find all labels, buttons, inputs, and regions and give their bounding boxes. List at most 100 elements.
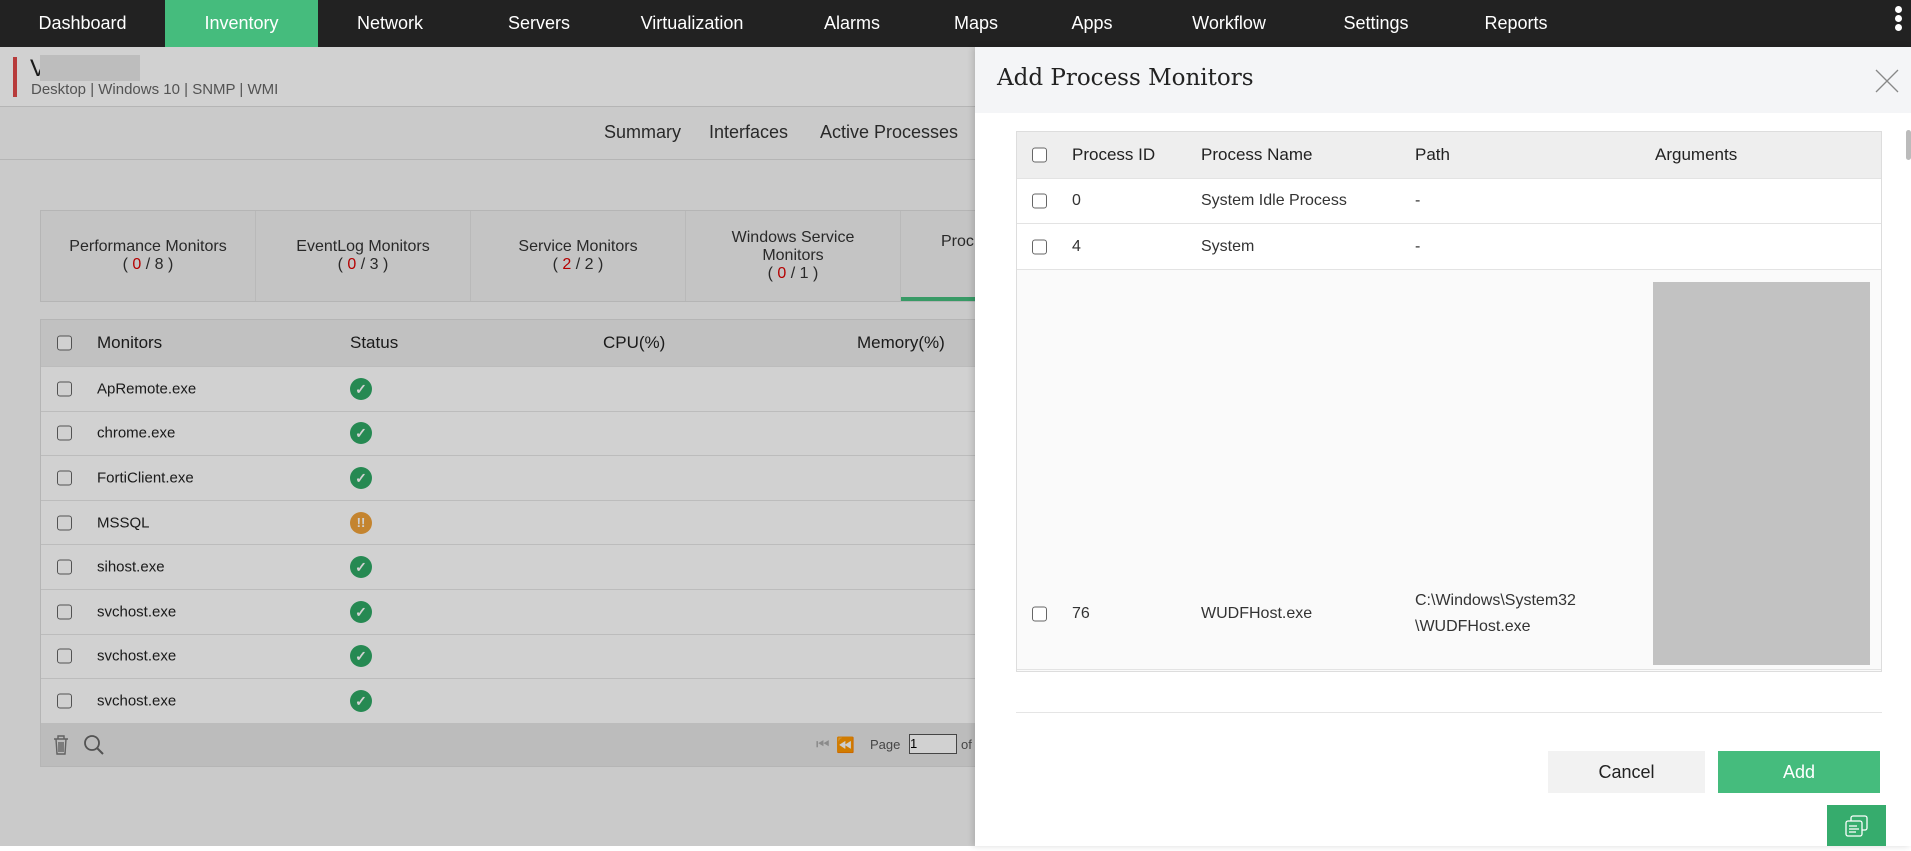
nav-apps[interactable]: Apps xyxy=(1071,13,1113,33)
process-row[interactable]: 76 WUDFHost.exe C:\Windows\System32\WUDF… xyxy=(1017,270,1881,670)
more-menu-icon[interactable] xyxy=(1895,6,1905,33)
row-checkbox[interactable] xyxy=(57,425,72,441)
monitor-tiles: Performance Monitors( 0 / 8 ) EventLog M… xyxy=(40,210,1116,302)
monitor-name[interactable]: MSSQL xyxy=(97,514,150,532)
process-path: - xyxy=(1415,237,1421,255)
col-arguments[interactable]: Arguments xyxy=(1655,145,1738,164)
tile-total: 8 xyxy=(154,256,164,273)
process-id: 76 xyxy=(1072,605,1090,622)
monitor-name[interactable]: chrome.exe xyxy=(97,424,176,442)
process-row[interactable]: 4 System - xyxy=(1017,224,1881,270)
first-page-icon[interactable]: ⏮ xyxy=(816,735,830,753)
panel-header: Add Process Monitors xyxy=(975,47,1911,113)
status-ok-icon: ✓ xyxy=(350,689,372,712)
table-row[interactable]: ApRemote.exe ✓ xyxy=(41,367,975,412)
tile-eventlog-monitors[interactable]: EventLog Monitors( 0 / 3 ) xyxy=(256,211,471,301)
nav-maps[interactable]: Maps xyxy=(953,13,998,33)
tile-bad-count: 2 xyxy=(562,256,572,273)
nav-servers[interactable]: Servers xyxy=(507,13,570,33)
close-icon[interactable] xyxy=(1873,67,1901,95)
status-ok-icon: ✓ xyxy=(350,556,372,579)
table-row[interactable]: MSSQL !! xyxy=(41,501,975,546)
nav-network[interactable]: Network xyxy=(356,13,423,33)
row-checkbox[interactable] xyxy=(1032,606,1047,622)
nav-alarms[interactable]: Alarms xyxy=(823,13,880,33)
search-icon[interactable] xyxy=(83,734,105,756)
status-ok-icon: ✓ xyxy=(350,600,372,623)
add-button[interactable]: Add xyxy=(1718,751,1880,793)
row-checkbox[interactable] xyxy=(57,470,72,486)
monitor-name[interactable]: svchost.exe xyxy=(97,647,177,665)
nav-reports[interactable]: Reports xyxy=(1484,13,1548,33)
tile-label: Performance Monitors xyxy=(69,238,227,255)
row-checkbox[interactable] xyxy=(1032,193,1047,209)
col-process-name[interactable]: Process Name xyxy=(1201,145,1313,164)
process-row[interactable]: 0 System Idle Process - xyxy=(1017,179,1881,224)
col-cpu[interactable]: CPU(%) xyxy=(603,333,666,352)
select-all-checkbox[interactable] xyxy=(57,335,72,351)
monitor-name[interactable]: ApRemote.exe xyxy=(97,380,197,398)
row-checkbox[interactable] xyxy=(57,381,72,397)
select-all-checkbox[interactable] xyxy=(1032,147,1047,163)
monitor-name[interactable]: FortiClient.exe xyxy=(97,469,194,487)
status-ok-icon: ✓ xyxy=(350,466,372,489)
col-path[interactable]: Path xyxy=(1415,145,1450,164)
table-row[interactable]: svchost.exe ✓ xyxy=(41,590,975,635)
table-row[interactable]: sihost.exe ✓ xyxy=(41,545,975,590)
add-process-monitors-panel: Add Process Monitors Process ID Process … xyxy=(975,47,1911,846)
modal-backdrop[interactable] xyxy=(0,47,975,846)
scrollbar[interactable] xyxy=(1906,130,1911,160)
page-input[interactable] xyxy=(909,733,957,754)
row-checkbox[interactable] xyxy=(57,648,72,664)
tile-performance-monitors[interactable]: Performance Monitors( 0 / 8 ) xyxy=(41,211,256,301)
status-ok-icon: ✓ xyxy=(350,645,372,668)
status-warning-icon: !! xyxy=(350,511,372,534)
tab-active-processes[interactable]: Active Processes xyxy=(820,122,959,142)
process-table-header: Process ID Process Name Path Arguments xyxy=(1017,132,1881,179)
monitor-name[interactable]: svchost.exe xyxy=(97,603,177,621)
tile-windows-service-monitors[interactable]: Windows Service Monitors( 0 / 1 ) xyxy=(686,211,901,301)
cancel-button[interactable]: Cancel xyxy=(1548,751,1705,793)
tile-bad-count: 0 xyxy=(132,256,142,273)
status-ok-icon: ✓ xyxy=(350,422,372,445)
row-checkbox[interactable] xyxy=(57,559,72,575)
row-checkbox[interactable] xyxy=(57,515,72,531)
tile-label: Proc xyxy=(941,233,974,250)
nav-workflow[interactable]: Workflow xyxy=(1192,13,1266,33)
monitor-name[interactable]: sihost.exe xyxy=(97,558,165,576)
col-memory[interactable]: Memory(%) xyxy=(857,333,945,352)
tile-total: 2 xyxy=(584,256,594,273)
page-of-label: of xyxy=(961,736,972,752)
process-name: WUDFHost.exe xyxy=(1201,605,1313,622)
nav-settings[interactable]: Settings xyxy=(1343,13,1409,33)
nav-inventory[interactable]: Inventory xyxy=(165,0,318,47)
col-process-id[interactable]: Process ID xyxy=(1072,145,1156,164)
table-row[interactable]: svchost.exe ✓ xyxy=(41,679,975,724)
row-checkbox[interactable] xyxy=(1032,239,1047,254)
col-status[interactable]: Status xyxy=(350,333,399,352)
monitor-name[interactable]: svchost.exe xyxy=(97,692,177,710)
prev-page-icon[interactable]: ⏪ xyxy=(836,736,855,754)
table-row[interactable]: FortiClient.exe ✓ xyxy=(41,456,975,501)
device-tags: Desktop | Windows 10 | SNMP | WMI xyxy=(31,81,279,98)
chat-icon xyxy=(1845,815,1868,837)
col-monitors[interactable]: Monitors xyxy=(97,333,163,352)
top-nav: Dashboard Inventory Network Servers Virt… xyxy=(0,0,1911,47)
tab-interfaces[interactable]: Interfaces xyxy=(709,122,789,142)
process-id: 4 xyxy=(1072,237,1081,255)
chat-button[interactable] xyxy=(1827,805,1886,846)
tile-bad-count: 0 xyxy=(347,256,357,273)
trash-icon[interactable] xyxy=(51,734,71,756)
nav-dashboard[interactable]: Dashboard xyxy=(38,13,127,33)
nav-virtualization[interactable]: Virtualization xyxy=(640,13,744,33)
device-header: V Desktop | Windows 10 | SNMP | WMI xyxy=(0,47,975,107)
tab-summary[interactable]: Summary xyxy=(604,122,682,142)
sub-nav: Summary Interfaces Active Processes xyxy=(0,107,975,160)
table-row[interactable]: chrome.exe ✓ xyxy=(41,412,975,457)
tile-label: Service Monitors xyxy=(518,238,638,255)
row-checkbox[interactable] xyxy=(57,604,72,620)
row-checkbox[interactable] xyxy=(57,693,72,709)
tile-bad-count: 0 xyxy=(777,265,787,282)
table-row[interactable]: svchost.exe ✓ xyxy=(41,635,975,680)
tile-service-monitors[interactable]: Service Monitors( 2 / 2 ) xyxy=(471,211,686,301)
